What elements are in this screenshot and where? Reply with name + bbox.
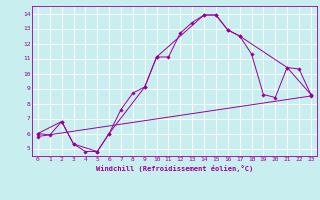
X-axis label: Windchill (Refroidissement éolien,°C): Windchill (Refroidissement éolien,°C)	[96, 165, 253, 172]
